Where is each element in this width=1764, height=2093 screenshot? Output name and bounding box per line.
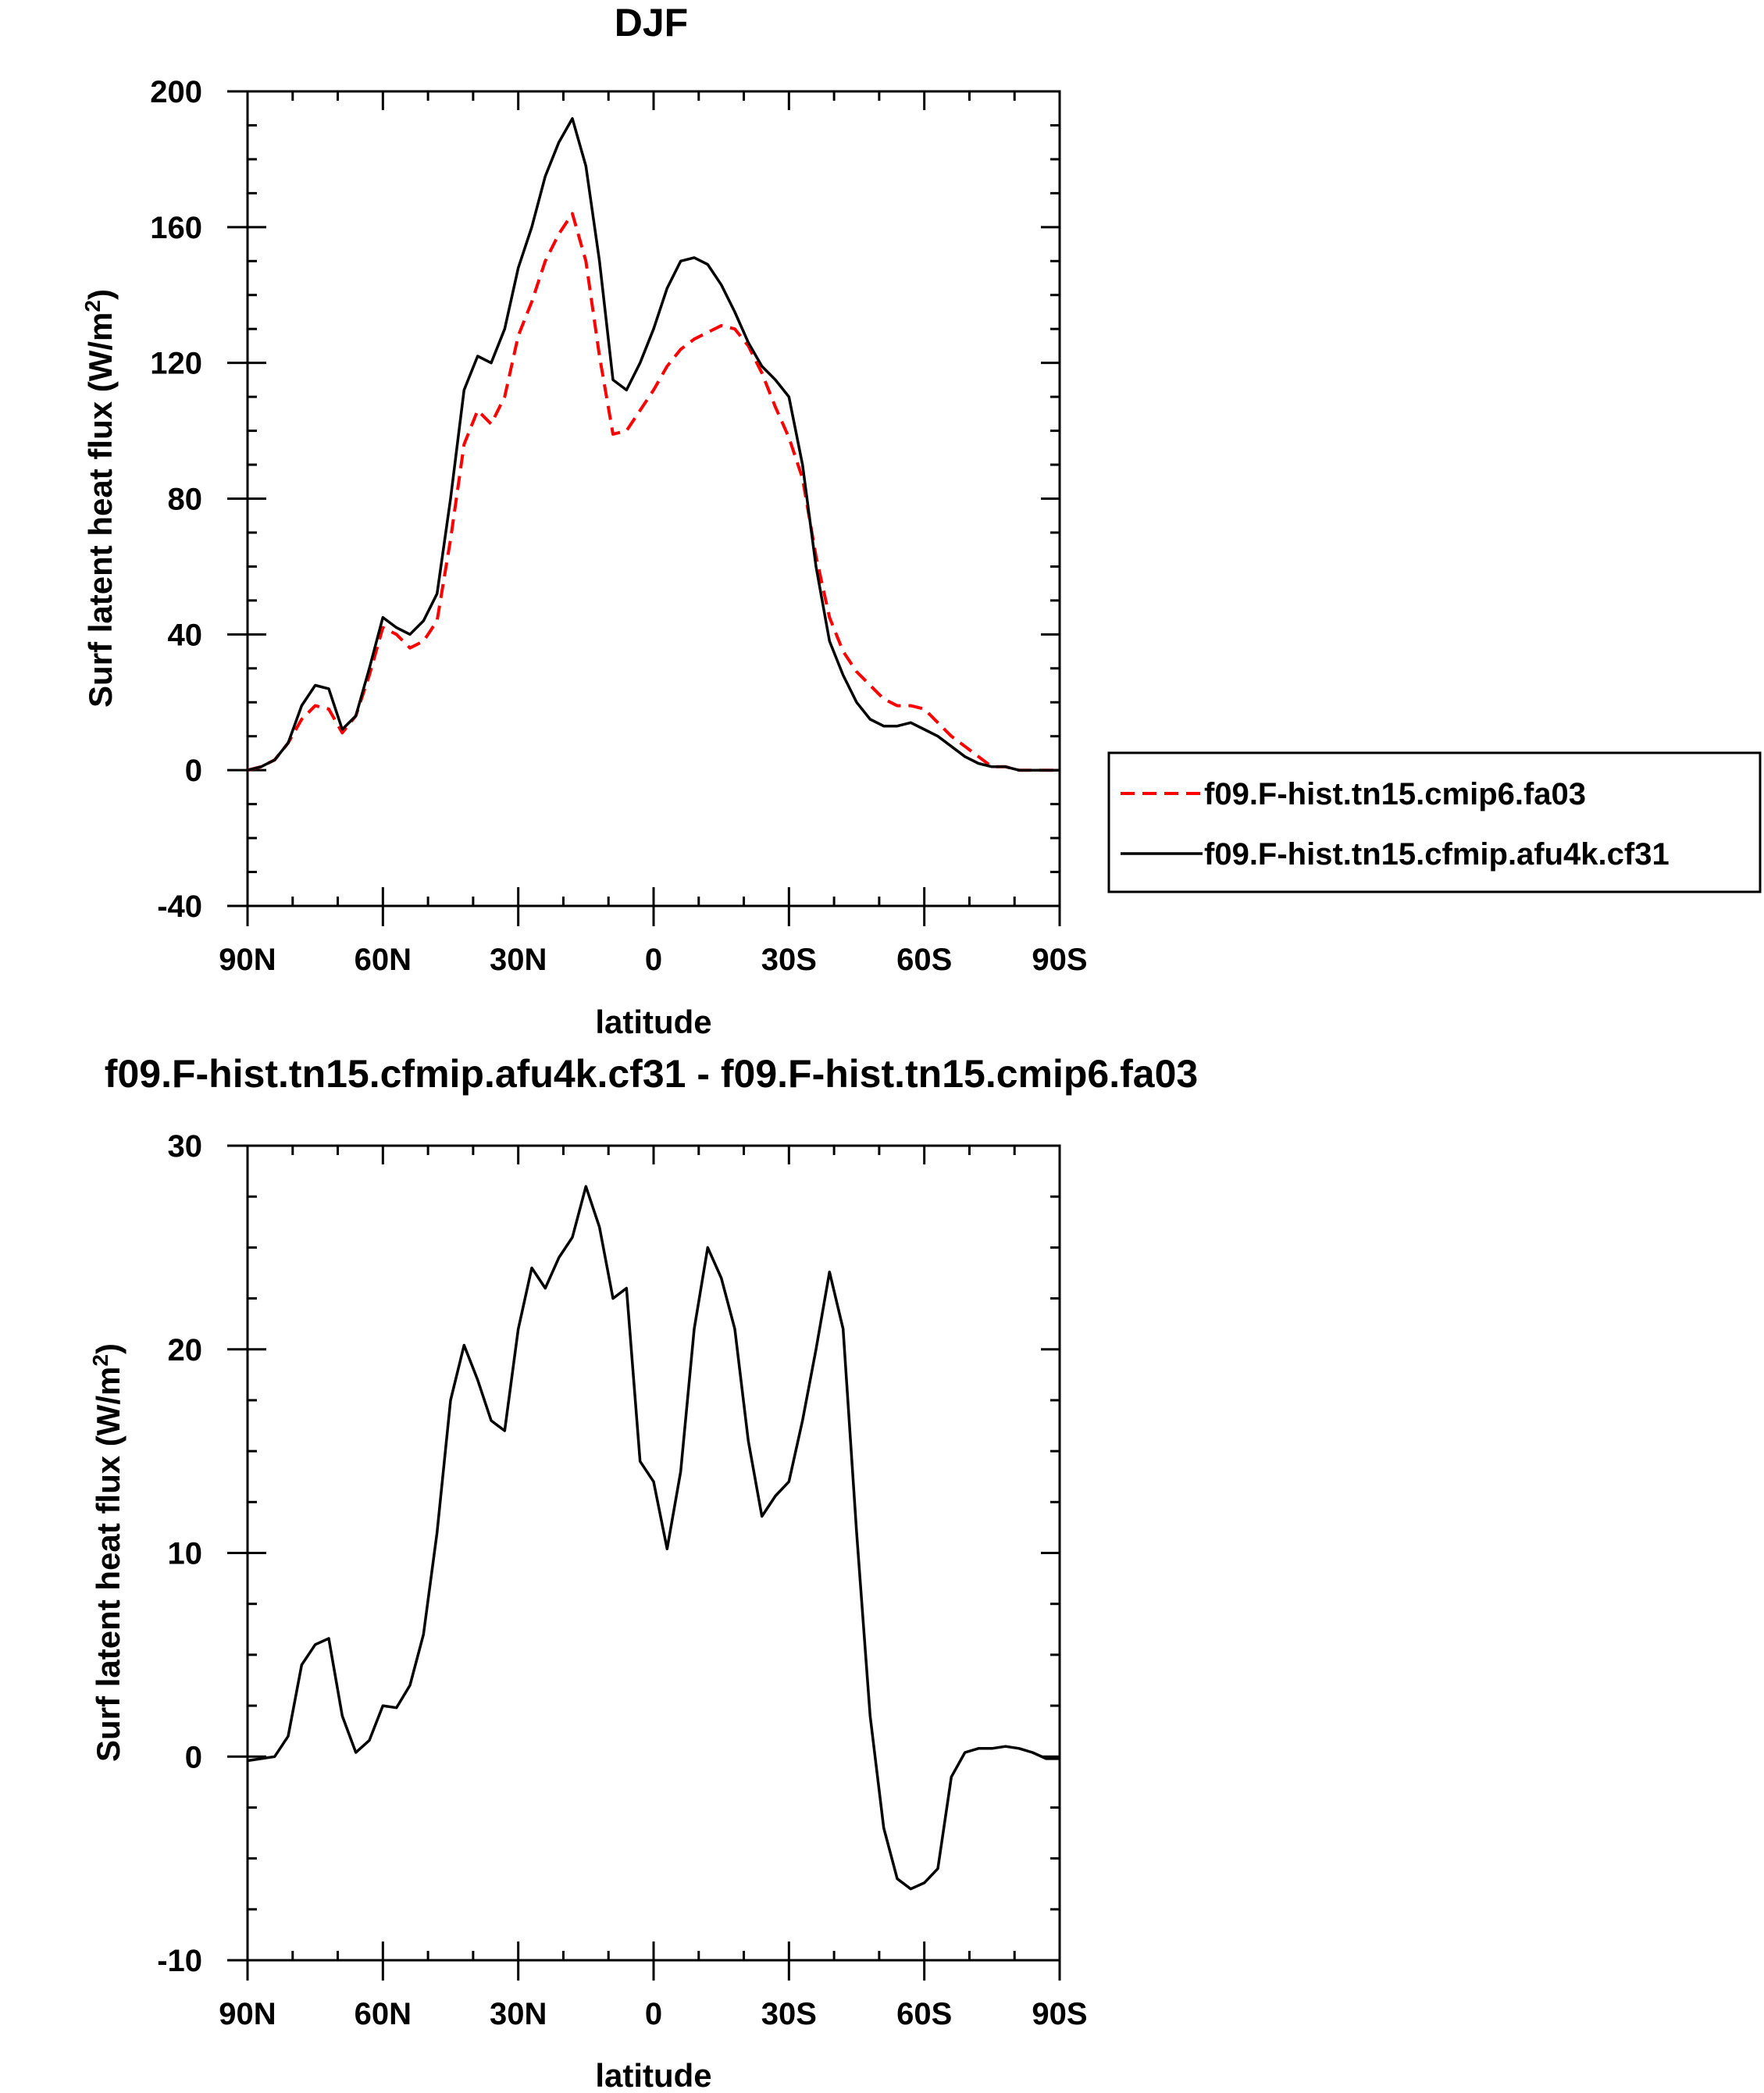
top-y-tick-label: 0 [185, 754, 202, 788]
top-series-line-1 [247, 117, 1060, 772]
bottom-series-line-0 [247, 1185, 1060, 1891]
bottom-y-tick-label: 20 [168, 1333, 203, 1367]
top-panel-title: DJF [615, 1, 688, 45]
top-y-axis-label-superscript: 2 [80, 300, 105, 312]
bottom-x-tick-label: 60S [896, 1997, 952, 2031]
bottom-x-ticks: 90N 60N 30N 0 30S 60S 90S [219, 1146, 1088, 2031]
top-y-ticks: 200 160 120 80 40 0 -40 [150, 75, 1060, 924]
bottom-x-tick-label: 30N [490, 1997, 547, 2031]
top-series-lines [247, 117, 1060, 772]
top-y-axis-label-main: Surf latent heat flux (W/m [82, 312, 119, 708]
bottom-y-axis-label-main: Surf latent heat flux (W/m [90, 1367, 127, 1762]
top-y-axis-label: Surf latent heat flux (W/m2) [80, 289, 119, 708]
top-y-axis-label-close: ) [82, 289, 119, 300]
top-series-line-0 [247, 212, 1060, 772]
bottom-y-axis-label: Surf latent heat flux (W/m2) [88, 1343, 127, 1762]
top-y-tick-label: -40 [157, 890, 202, 924]
bottom-panel-title: f09.F-hist.tn15.cfmip.afu4k.cf31 - f09.F… [105, 1052, 1198, 1096]
bottom-x-tick-label: 60N [355, 1997, 412, 2031]
bottom-x-tick-label: 90N [219, 1997, 276, 2031]
bottom-series-lines [247, 1185, 1060, 1891]
legend-label-cmip6: f09.F-hist.tn15.cmip6.fa03 [1204, 777, 1586, 811]
bottom-y-tick-label: 30 [168, 1129, 203, 1164]
top-x-ticks: 90N 60N 30N 0 30S 60S 90S [219, 91, 1088, 977]
top-y-tick-label: 200 [150, 75, 202, 109]
top-y-tick-label: 40 [168, 618, 203, 652]
top-x-tick-label: 30N [490, 943, 547, 977]
bottom-panel: f09.F-hist.tn15.cfmip.afu4k.cf31 - f09.F… [88, 1052, 1199, 2093]
bottom-y-ticks: 30 20 10 0 -10 [157, 1129, 1060, 1978]
legend-box [1107, 751, 1762, 893]
top-x-tick-label: 30S [761, 943, 817, 977]
top-x-tick-label: 60N [355, 943, 412, 977]
top-y-tick-label: 160 [150, 211, 202, 245]
top-x-tick-label: 60S [896, 943, 952, 977]
top-x-tick-label: 90S [1032, 943, 1087, 977]
bottom-y-tick-label: 10 [168, 1537, 203, 1571]
bottom-y-tick-label: -10 [157, 1944, 202, 1978]
bottom-y-axis-label-close: ) [90, 1343, 127, 1354]
top-y-tick-label: 80 [168, 483, 203, 517]
bottom-y-tick-label: 0 [185, 1740, 202, 1774]
top-plot-frame [246, 90, 1061, 907]
top-x-tick-label: 90N [219, 943, 276, 977]
top-x-axis-label: latitude [595, 1004, 711, 1040]
bottom-x-tick-label: 30S [761, 1997, 817, 2031]
bottom-x-tick-label: 90S [1032, 1997, 1087, 2031]
top-y-tick-label: 120 [150, 347, 202, 381]
top-x-tick-label: 0 [645, 943, 662, 977]
bottom-x-tick-label: 0 [645, 1997, 662, 2031]
bottom-x-axis-label: latitude [595, 2057, 711, 2093]
legend: f09.F-hist.tn15.cmip6.fa03 f09.F-hist.tn… [1107, 751, 1762, 893]
bottom-y-axis-label-superscript: 2 [88, 1354, 112, 1367]
bottom-plot-frame [246, 1144, 1061, 1962]
legend-label-cfmip: f09.F-hist.tn15.cfmip.afu4k.cf31 [1204, 837, 1670, 872]
